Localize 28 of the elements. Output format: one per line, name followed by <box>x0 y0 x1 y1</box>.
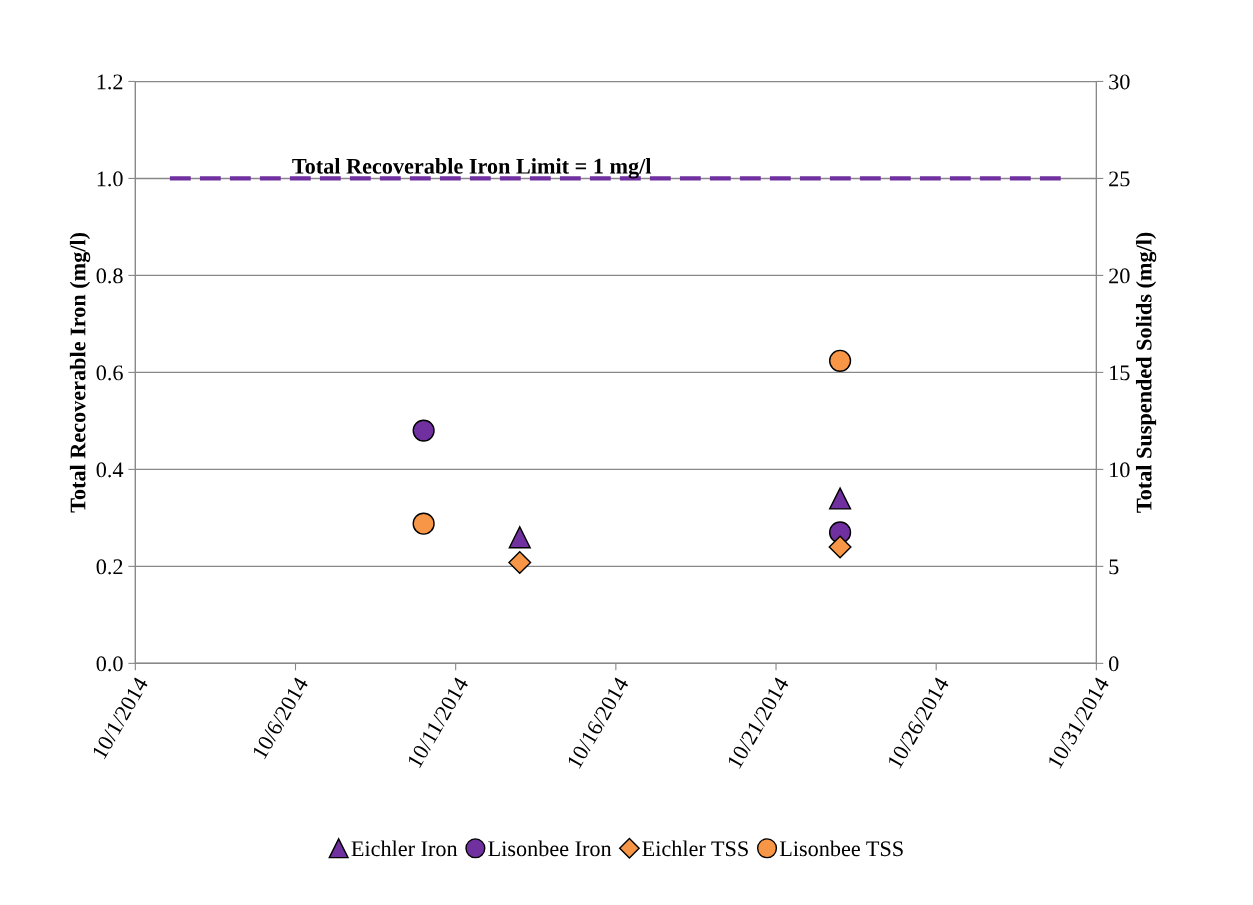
point <box>508 526 531 549</box>
y-tick-label: 0.0 <box>96 656 123 672</box>
y-tick-label: 1.0 <box>97 171 123 187</box>
y-tick-label: 0.6 <box>96 365 123 381</box>
y2-tick-label: 10 <box>1110 462 1130 478</box>
point <box>412 419 435 442</box>
point <box>828 535 852 559</box>
y-tick-label: 0.4 <box>96 462 124 478</box>
point <box>508 551 532 574</box>
legend-label: Eichler TSS <box>642 840 748 857</box>
y2-tick-label: 15 <box>1110 365 1130 381</box>
y-tick-label: 0.2 <box>96 559 123 575</box>
y2-axis-title: Total Suspended Solids (mg/l) <box>1135 232 1157 513</box>
ref-line-label: Total Recoverable Iron Limit = 1 mg/l <box>292 158 652 179</box>
legend-label: Eichler Iron <box>351 840 458 857</box>
y-tick-label: 0.8 <box>96 268 123 284</box>
point <box>828 487 852 510</box>
y2-tick-label: 30 <box>1109 74 1130 90</box>
y2-tick-label: 5 <box>1109 559 1119 575</box>
y2-tick-label: 20 <box>1109 268 1130 284</box>
y-tick-label: 1.2 <box>97 74 123 90</box>
point <box>828 349 852 372</box>
y2-tick-label: 25 <box>1109 171 1130 187</box>
legend-label: Lisonbee Iron <box>488 840 612 857</box>
y-axis-title: Total Recoverable Iron (mg/l) <box>69 232 91 513</box>
legend-label: Lisonbee TSS <box>779 840 903 857</box>
y2-tick-label: 0 <box>1109 656 1119 672</box>
point <box>412 512 435 535</box>
